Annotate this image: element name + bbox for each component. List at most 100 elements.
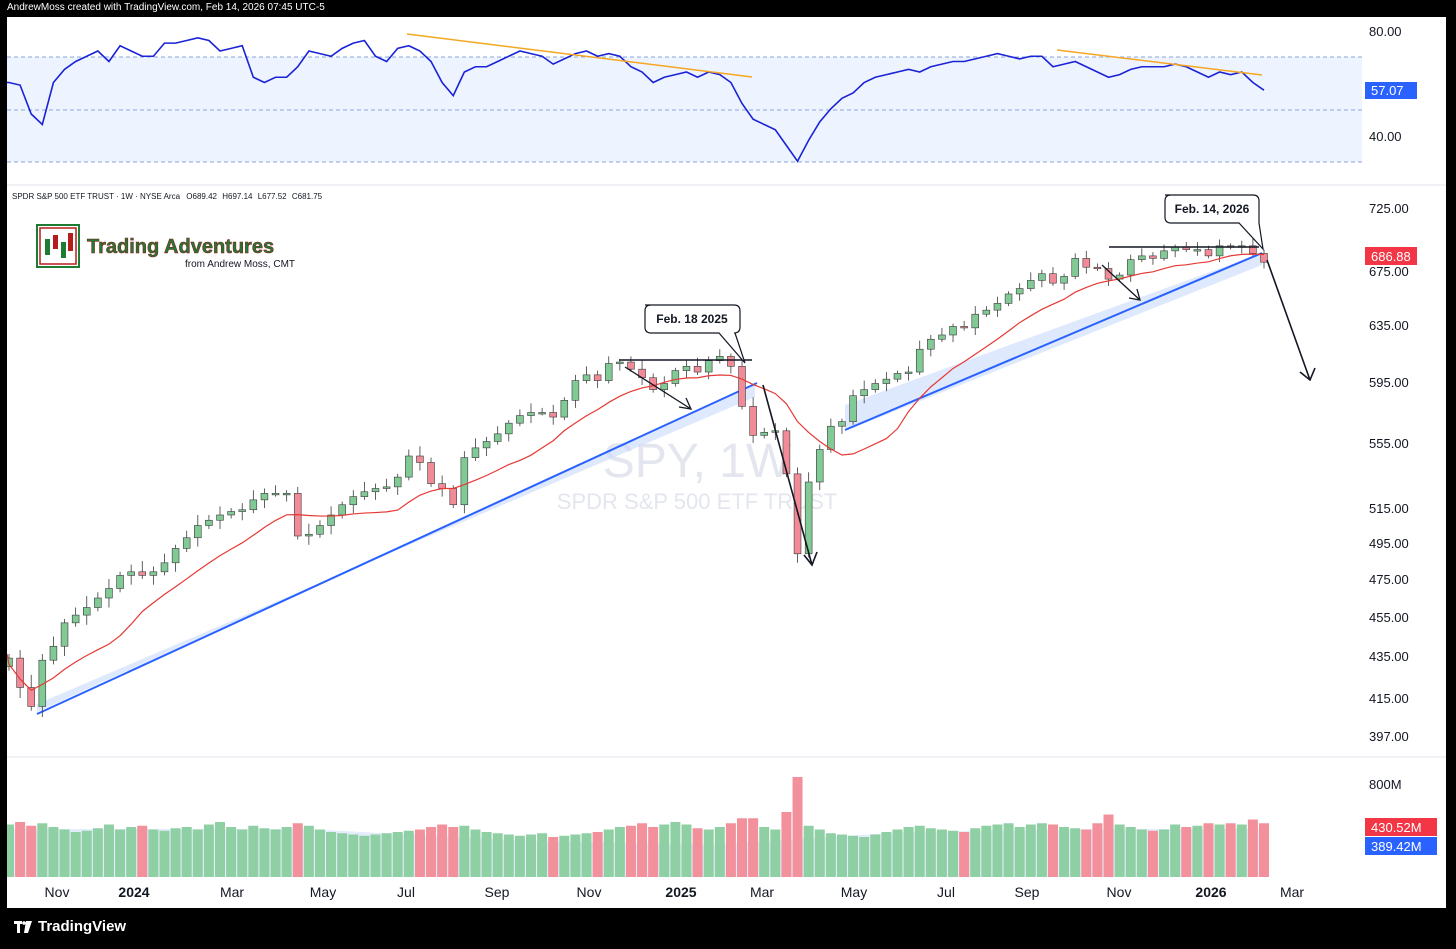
- volume-bar: [1125, 827, 1136, 877]
- logo-subtitle: from Andrew Moss, CMT: [185, 259, 295, 270]
- candle: [960, 320, 968, 331]
- candle: [94, 592, 102, 612]
- arrow-minor-2025: [624, 366, 693, 410]
- volume-bar: [303, 825, 314, 877]
- volume-bar: [1070, 828, 1081, 877]
- candle: [460, 451, 469, 514]
- candle: [760, 427, 768, 439]
- candle: [171, 544, 180, 572]
- price-tick: 397.00: [1369, 729, 1409, 744]
- volume-bar: [48, 827, 59, 877]
- candle: [816, 444, 824, 491]
- candle: [1193, 242, 1202, 256]
- price-axis[interactable]: 725.00 675.00 635.00 595.00 555.00 515.00 495.…: [1369, 201, 1409, 744]
- candle: [127, 564, 135, 585]
- volume-bar: [437, 824, 448, 877]
- trendline-2025-2026: [844, 252, 1263, 431]
- candle: [393, 473, 402, 495]
- price-tick: 595.00: [1369, 375, 1409, 390]
- volume-bar: [15, 822, 26, 877]
- time-label: Mar: [220, 884, 244, 900]
- rsi-divergence-line-2: [1056, 49, 1263, 76]
- trendline-2024-2025: [36, 382, 758, 715]
- volume-bar: [592, 832, 603, 877]
- volume-bar: [1214, 824, 1225, 877]
- callout-feb-18-2025: Feb. 18 2025: [644, 304, 746, 364]
- volume-bar: [1136, 829, 1147, 877]
- time-label: 2025: [665, 884, 696, 900]
- volume-bar: [1225, 823, 1236, 877]
- volume-bar: [703, 829, 714, 877]
- volume-bar: [359, 835, 370, 877]
- candle: [260, 488, 269, 508]
- candle: [138, 561, 147, 579]
- volume-bar: [26, 825, 37, 877]
- arrow-projected-2026: [1266, 259, 1316, 382]
- volume-bar: [637, 823, 648, 877]
- volume-bar: [181, 827, 192, 877]
- volume-bar: [92, 828, 103, 877]
- volume-bar: [1247, 819, 1258, 877]
- svg-text:389.42M: 389.42M: [1371, 839, 1422, 854]
- volume-bar: [4, 824, 14, 877]
- volume-bar: [581, 833, 592, 877]
- volume-bar: [170, 828, 181, 877]
- volume-bar: [781, 812, 792, 877]
- svg-text:Feb. 14, 2026: Feb. 14, 2026: [1175, 202, 1250, 216]
- chart-area[interactable]: 80.00 40.00 57.07 SPY, 1W SPDR S&P 500 E…: [4, 17, 1446, 908]
- rsi-value-badge: 57.07: [1365, 82, 1417, 99]
- volume-bar: [548, 837, 559, 877]
- volume-bar: [625, 825, 636, 877]
- volume-bar: [1159, 829, 1170, 877]
- footer-brand: TradingView: [14, 918, 126, 935]
- volume-bar: [848, 835, 859, 877]
- time-label: Nov: [45, 884, 70, 900]
- volume-bar: [403, 830, 414, 877]
- volume-bar: [314, 829, 325, 877]
- volume-bar: [337, 833, 348, 877]
- candle: [938, 327, 946, 343]
- volume-bar: [459, 825, 470, 877]
- candle: [516, 409, 524, 427]
- volume-bar: [659, 824, 670, 877]
- volume-bar: [648, 827, 659, 877]
- candle: [727, 353, 735, 374]
- candle: [160, 553, 169, 576]
- volume-bar: [226, 827, 237, 877]
- candle: [927, 334, 935, 357]
- time-label: 2024: [118, 884, 149, 900]
- time-label: Jul: [397, 884, 415, 900]
- volume-bar: [503, 834, 514, 877]
- candles-series: [5, 238, 1268, 717]
- volume-bar: [192, 829, 203, 877]
- volume-bar: [670, 822, 681, 877]
- time-label: Mar: [750, 884, 774, 900]
- candle: [571, 374, 580, 408]
- callout-feb-14-2026: Feb. 14, 2026: [1164, 194, 1264, 251]
- volume-bar: [1181, 827, 1192, 877]
- time-axis[interactable]: Nov 2024 Mar May Jul Sep Nov 2025 Mar May Jul Sep No…: [45, 884, 1305, 900]
- volume-bar: [492, 833, 503, 877]
- volume-bar: [148, 829, 159, 877]
- candle: [360, 482, 369, 500]
- candle: [149, 566, 158, 585]
- watermark-name: SPDR S&P 500 ETF TRUST: [557, 489, 837, 514]
- chart-svg[interactable]: 80.00 40.00 57.07 SPY, 1W SPDR S&P 500 E…: [4, 17, 1446, 908]
- volume-bar: [292, 823, 303, 877]
- volume-bar: [215, 822, 226, 877]
- candle: [205, 515, 213, 529]
- candle: [271, 485, 280, 497]
- candle: [1071, 253, 1079, 280]
- candle: [904, 366, 913, 381]
- rsi-line: [7, 37, 1265, 163]
- brand-logo: Trading Adventures from Andrew Moss, CMT: [36, 224, 295, 270]
- candle: [416, 446, 424, 471]
- time-label: Sep: [485, 884, 510, 900]
- rsi-tick-80: 80.00: [1369, 24, 1402, 39]
- time-label: Nov: [1107, 884, 1132, 900]
- volume-bar: [1103, 814, 1114, 877]
- candle: [660, 376, 669, 398]
- volume-badge-blue: 389.42M: [1365, 837, 1437, 855]
- candle: [1060, 273, 1068, 290]
- candle: [116, 571, 124, 593]
